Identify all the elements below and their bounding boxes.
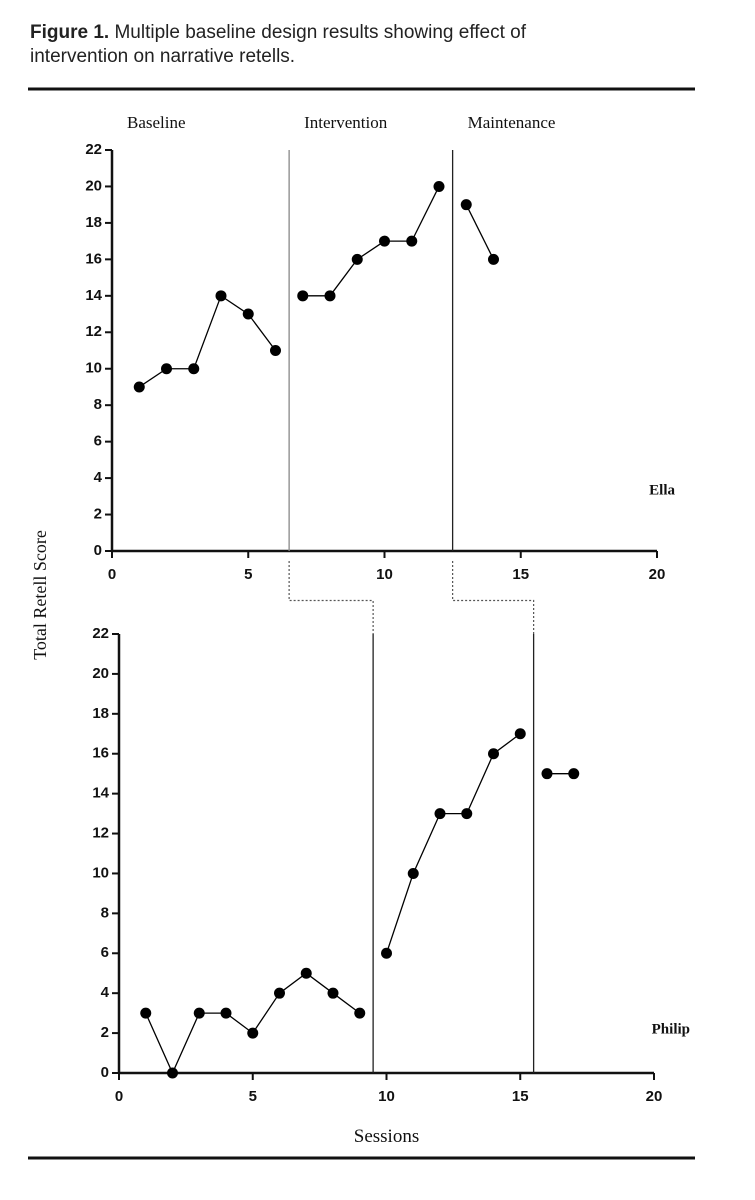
data-line [145, 972, 361, 1075]
x-axis-label: Sessions [354, 1126, 419, 1147]
y-tick-label: 16 [92, 745, 109, 762]
data-point [379, 235, 390, 247]
x-tick-label: 15 [512, 1088, 529, 1105]
y-tick-label: 8 [101, 904, 109, 921]
y-tick-label: 12 [92, 825, 109, 842]
y-tick-label: 2 [101, 1024, 109, 1041]
y-tick-label: 18 [92, 705, 109, 722]
data-point [568, 768, 580, 780]
y-tick-label: 22 [85, 141, 102, 158]
y-tick-label: 10 [85, 360, 102, 377]
x-tick-label: 20 [646, 1088, 663, 1105]
y-tick-label: 12 [85, 323, 102, 340]
phase-label: Baseline [127, 113, 186, 132]
x-tick-label: 10 [376, 566, 393, 583]
data-point [161, 363, 172, 375]
data-point [488, 748, 499, 760]
x-tick-label: 20 [649, 566, 666, 583]
figure-caption: Figure 1. Multiple baseline design resul… [30, 22, 527, 43]
data-point [247, 1027, 259, 1039]
y-tick-label: 16 [85, 250, 102, 267]
y-tick-label: 20 [92, 665, 109, 682]
data-point [270, 345, 281, 356]
phase-label: Intervention [304, 113, 388, 132]
y-tick-label: 14 [85, 287, 102, 304]
x-tick-label: 5 [244, 566, 252, 583]
y-tick-label: 0 [101, 1064, 109, 1081]
figure-caption-line: intervention on narrative retells. [30, 46, 295, 67]
data-point [351, 253, 363, 265]
data-point [488, 253, 499, 265]
y-tick-label: 10 [92, 864, 109, 881]
data-point [220, 1007, 232, 1019]
x-tick-label: 0 [115, 1088, 123, 1105]
data-point [300, 967, 312, 979]
data-point [297, 290, 309, 302]
x-tick-label: 15 [512, 566, 529, 583]
data-point [242, 308, 254, 320]
data-point [133, 381, 145, 393]
x-tick-label: 5 [249, 1088, 257, 1105]
data-point [460, 199, 472, 211]
data-point [327, 987, 339, 999]
data-point [193, 1007, 205, 1019]
y-tick-label: 6 [101, 944, 109, 961]
y-tick-label: 4 [94, 469, 103, 486]
data-point [541, 768, 553, 780]
y-tick-label: 20 [85, 177, 102, 194]
data-line [465, 204, 495, 260]
x-tick-label: 0 [108, 566, 116, 583]
data-point [514, 728, 526, 740]
data-point [354, 1007, 366, 1019]
phase-connector [288, 561, 374, 634]
participant-label: Philip [652, 1021, 690, 1037]
y-tick-label: 4 [101, 984, 110, 1001]
data-line [138, 294, 277, 388]
data-line [302, 186, 440, 297]
y-tick-label: 8 [94, 396, 102, 413]
y-tick-label: 22 [92, 625, 109, 642]
y-tick-label: 2 [94, 506, 102, 523]
data-point [407, 867, 419, 879]
data-line [385, 733, 521, 954]
data-point [433, 180, 445, 192]
data-point [324, 290, 336, 302]
data-point [140, 1007, 152, 1019]
y-tick-label: 0 [94, 542, 102, 559]
phase-label: Maintenance [468, 113, 556, 132]
y-tick-label: 6 [94, 433, 102, 450]
phase-connector [452, 561, 535, 634]
x-tick-label: 10 [378, 1088, 395, 1105]
data-point [167, 1067, 178, 1079]
y-tick-label: 18 [85, 214, 102, 231]
data-point [274, 987, 285, 999]
data-point [188, 363, 200, 375]
data-point [381, 947, 392, 959]
data-point [215, 290, 227, 302]
figure-caption-line: Multiple baseline design results showing… [109, 22, 527, 43]
y-axis-label: Total Retell Score [30, 530, 50, 660]
data-point [406, 235, 418, 247]
participant-label: Ella [649, 482, 675, 498]
data-point [461, 808, 473, 820]
figure-label: Figure 1. [30, 22, 109, 43]
y-tick-label: 14 [92, 785, 109, 802]
data-point [434, 808, 446, 820]
